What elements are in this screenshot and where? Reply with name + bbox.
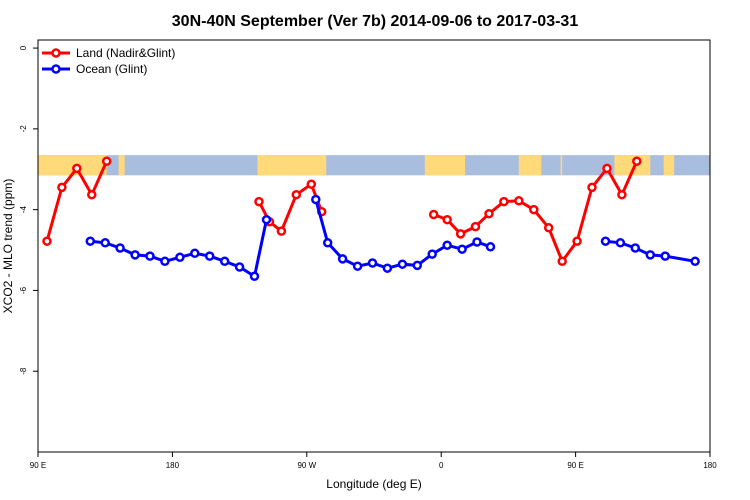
data-point [85,236,96,246]
data-point [499,196,509,207]
chart-title: 30N-40N September (Ver 7b) 2014-09-06 to… [172,13,579,30]
x-tick-label: 90 E [30,461,46,470]
data-point [190,248,200,259]
data-point [234,262,245,272]
data-point [442,240,452,250]
data-point [352,261,363,271]
data-point [514,196,524,206]
axis-ticks: 90 E 180 90 W 0 90 E 180 0 -2 -4 -6 -8 [19,45,717,470]
data-point [115,243,125,253]
land-band-segment [38,155,107,176]
data-point [457,244,467,254]
y-axis-label: XCO2 - MLO trend (ppm) [1,179,15,314]
data-point [42,236,52,246]
land-band-segment [424,155,466,176]
land-band-segment [518,155,542,176]
data-point [204,251,215,261]
data-point [630,243,641,253]
data-point [529,204,539,215]
legend: Land (Nadir&Glint) Ocean (Glint) [42,46,175,76]
data-point [428,209,439,220]
land-band-segment [663,155,675,176]
land-band-segment [257,155,327,176]
data-point [455,229,466,239]
data-point [484,208,494,219]
data-point [145,251,155,261]
land-band-segment [118,155,125,176]
data-point [57,182,67,193]
ocean-band [38,155,710,176]
data-point [572,236,582,246]
data-point [130,250,140,260]
x-tick-label: 0 [439,461,444,470]
x-tick-label: 90 E [567,461,583,470]
data-point [472,237,482,247]
data-point [427,249,437,259]
legend-marker [51,64,61,74]
data-point [306,179,317,189]
y-tick-label: -4 [19,206,28,214]
data-point [632,156,642,166]
data-point [485,242,496,252]
y-tick-label: -8 [19,367,28,375]
data-point [615,238,626,248]
data-point [587,182,597,193]
data-point [543,223,554,233]
data-point [397,259,408,269]
data-point [322,238,333,248]
data-point [261,214,272,225]
legend-label: Ocean (Glint) [76,62,147,76]
legend-label: Land (Nadir&Glint) [76,46,175,60]
data-point [101,156,112,166]
data-point [660,251,670,261]
data-point [100,238,110,248]
data-point [600,236,611,246]
data-point [470,221,481,232]
series-layer [42,156,700,282]
land-ocean-band [38,155,710,176]
data-point [557,256,567,267]
data-point [382,263,393,273]
data-point [311,194,321,205]
data-point [254,196,264,207]
data-point [602,163,612,174]
x-tick-label: 90 W [297,461,316,470]
data-point [617,189,627,200]
y-tick-label: -2 [19,125,28,133]
data-point [276,226,287,236]
data-point [219,256,230,267]
data-point [367,258,378,268]
x-axis-label: Longitude (deg E) [326,477,421,491]
data-point [87,189,97,200]
land-band-segment [560,155,563,176]
data-point [645,250,656,260]
y-tick-label: 0 [19,45,28,50]
y-tick-label: -6 [19,286,28,294]
data-point [249,271,260,282]
data-point [175,252,185,263]
x-tick-label: 180 [703,461,717,470]
x-tick-label: 180 [166,461,180,470]
data-point [337,254,348,264]
data-point [291,189,302,200]
plot-frame [37,39,711,453]
data-point [72,163,82,174]
data-point [690,256,700,267]
data-point [412,260,423,271]
legend-marker [51,48,61,58]
data-point [442,214,452,225]
series-land [42,156,642,267]
data-point [160,256,170,267]
series-ocean [85,194,700,282]
